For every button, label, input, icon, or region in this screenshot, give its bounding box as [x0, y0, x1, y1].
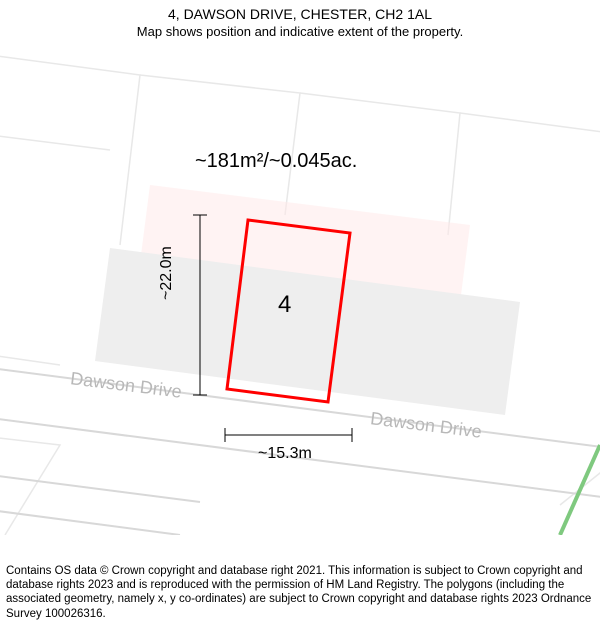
footer-text: Contains OS data © Crown copyright and d… — [6, 564, 594, 622]
area-label: ~181m²/~0.045ac. — [195, 150, 357, 173]
page-container: 4, DAWSON DRIVE, CHESTER, CH2 1AL Map sh… — [0, 0, 600, 625]
width-dim-label: ~15.3m — [258, 445, 312, 463]
header: 4, DAWSON DRIVE, CHESTER, CH2 1AL Map sh… — [0, 0, 600, 39]
height-dim-label: ~22.0m — [158, 246, 176, 300]
plot-number: 4 — [278, 291, 291, 319]
page-title: 4, DAWSON DRIVE, CHESTER, CH2 1AL — [0, 6, 600, 22]
map-area: ~181m²/~0.045ac. ~22.0m ~15.3m 4 Dawson … — [0, 45, 600, 535]
page-subtitle: Map shows position and indicative extent… — [0, 24, 600, 39]
